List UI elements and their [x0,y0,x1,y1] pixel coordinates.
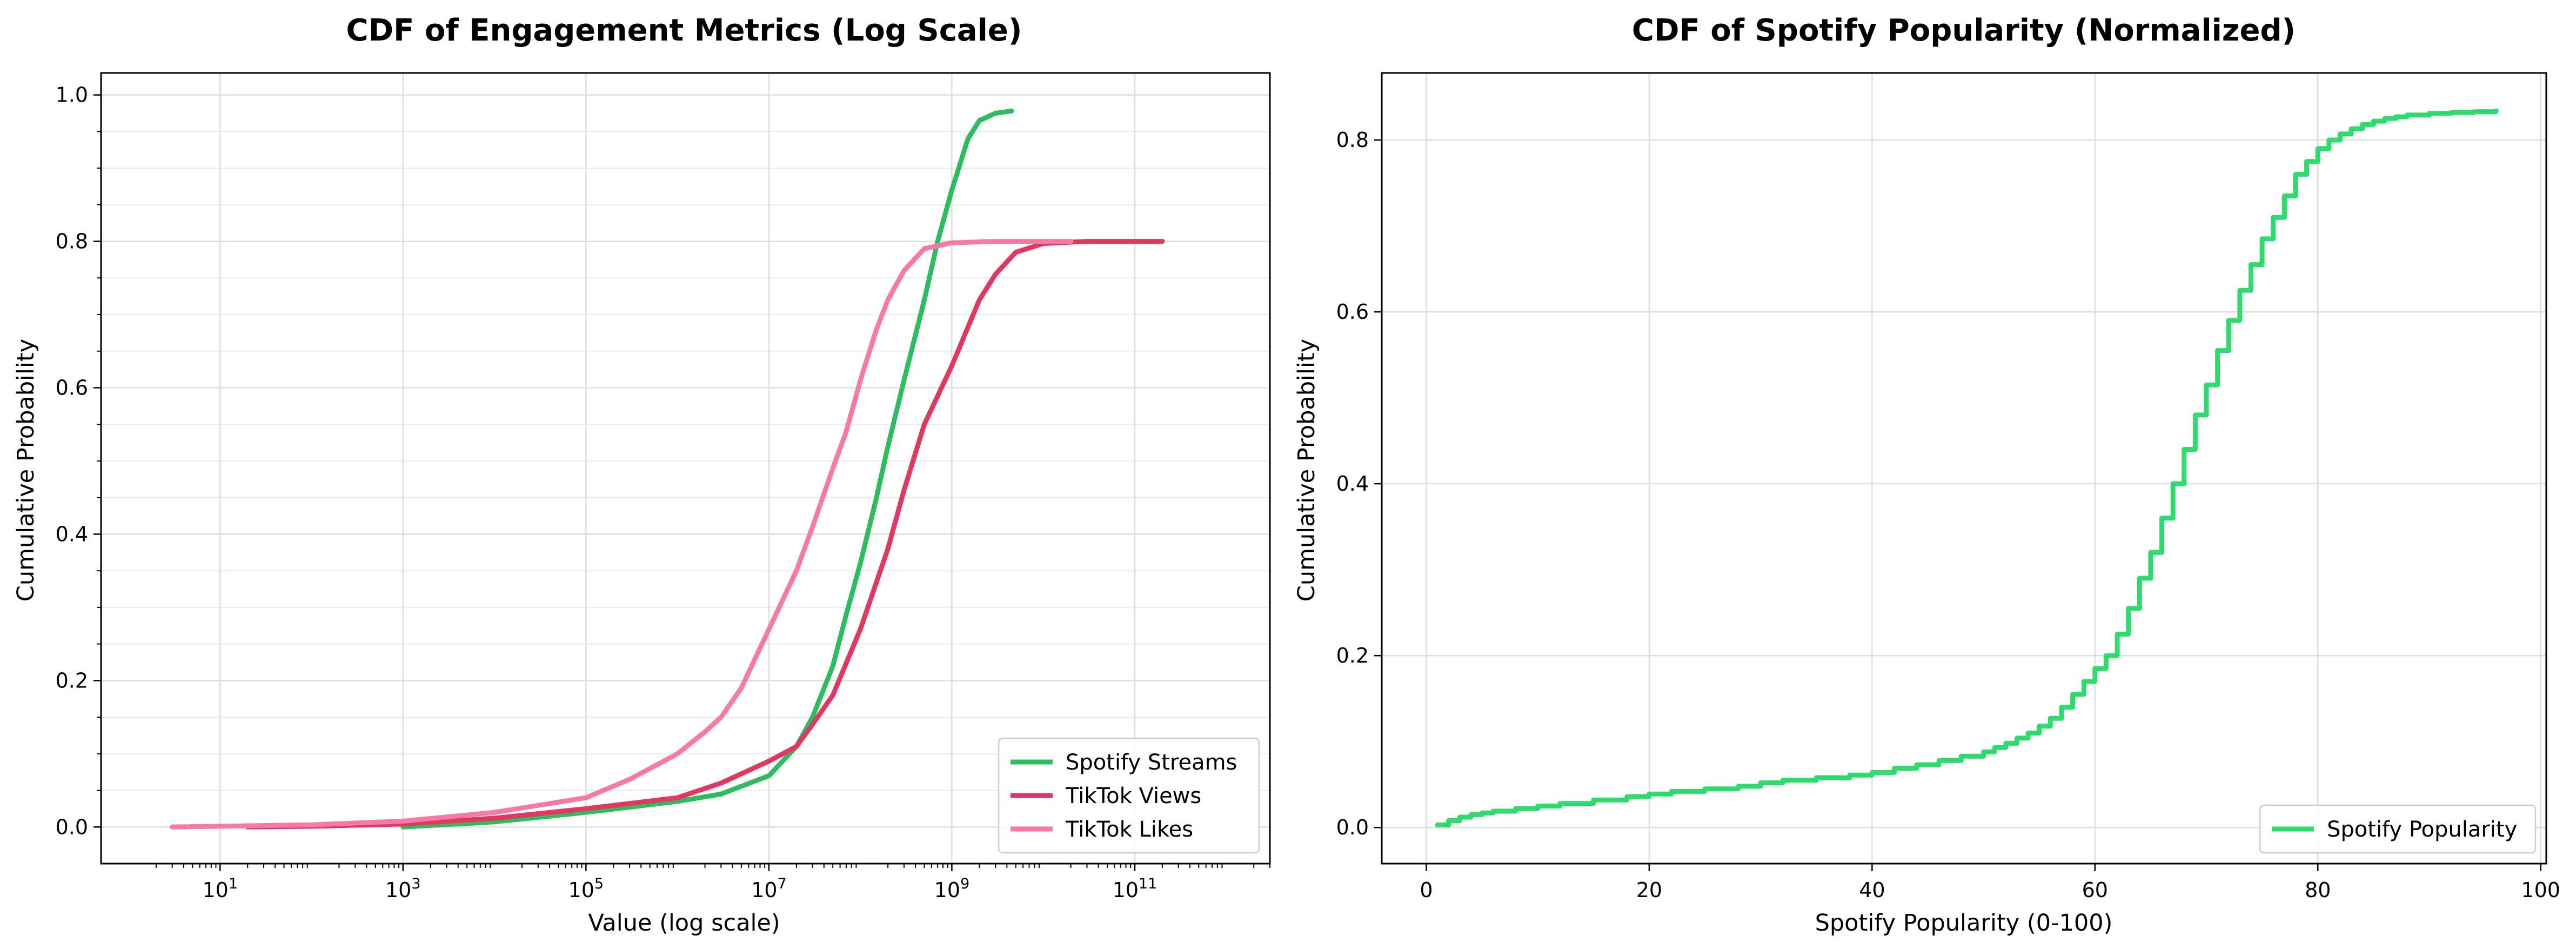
series-line [170,239,1074,830]
y-tick-label: 0.0 [56,815,88,839]
series-lines [170,108,1165,830]
x-tick-label: 0 [1420,878,1433,902]
y-tick-label: 0.4 [56,522,88,546]
legend-box [2259,804,2537,854]
y-tick-label: 0.6 [56,376,88,399]
chart-popularity-cdf: CDF of Spotify Popularity (Normalized) S… [1293,13,2560,937]
x-tick-label: 20 [1636,878,1662,902]
axes: 0.0 0.2 0.4 0.6 0.8 0 20 40 60 80 100 [1336,72,2560,902]
legend: Spotify Popularity [2259,804,2537,854]
legend-label: TikTok Views [1065,784,1201,808]
legend-label: TikTok Likes [1065,817,1193,842]
chart-title: CDF of Spotify Popularity (Normalized) [1632,13,2296,48]
legend-box [998,737,1260,854]
series-line [1435,108,2499,827]
x-axis-label: Value (log scale) [588,910,780,937]
y-axis-label: Cumulative Probability [12,339,39,602]
grid [101,73,1270,864]
y-tick-label: 0.2 [56,669,88,692]
chart-engagement-cdf: CDF of Engagement Metrics (Log Scale) Va… [12,13,1271,937]
x-axis-label: Spotify Popularity (0-100) [1815,910,2113,937]
legend-label: Spotify Streams [1066,750,1237,775]
x-tick-label: 80 [2305,878,2331,902]
x-tick-label: 105 [568,876,604,902]
legend: Spotify Streams TikTok Views TikTok Likes [998,737,1260,854]
y-tick-label: 0.6 [1336,300,1369,324]
y-tick-label: 0.8 [1336,128,1369,152]
x-tick-label: 103 [385,876,421,902]
x-tick-label: 107 [751,876,787,902]
x-tick-label: 40 [1859,878,1885,902]
x-tick-label: 1011 [1113,876,1157,902]
x-tick-label: 100 [2521,878,2560,902]
chart-title: CDF of Engagement Metrics (Log Scale) [346,13,1022,48]
series-line [400,108,1014,830]
y-axis-label: Cumulative Probability [1293,339,1320,602]
y-tick-label: 1.0 [56,83,88,107]
plot-frame [100,72,1271,865]
y-tick-label: 0.2 [1336,644,1369,667]
y-tick-label: 0.8 [56,230,88,253]
plot-frame [1381,72,2547,865]
x-tick-label: 109 [934,876,970,902]
y-tick-label: 0.0 [1336,816,1369,839]
axes: 0.0 0.2 0.4 0.6 0.8 1.0 101 103 105 107 109 1011 [56,72,1271,902]
x-tick-label: 60 [2082,878,2108,902]
grid [1382,73,2546,864]
x-tick-label: 101 [202,876,238,902]
series-line [245,239,1165,830]
legend-label: Spotify Popularity [2327,817,2517,842]
y-tick-label: 0.4 [1336,472,1369,496]
series-lines [1435,108,2499,827]
